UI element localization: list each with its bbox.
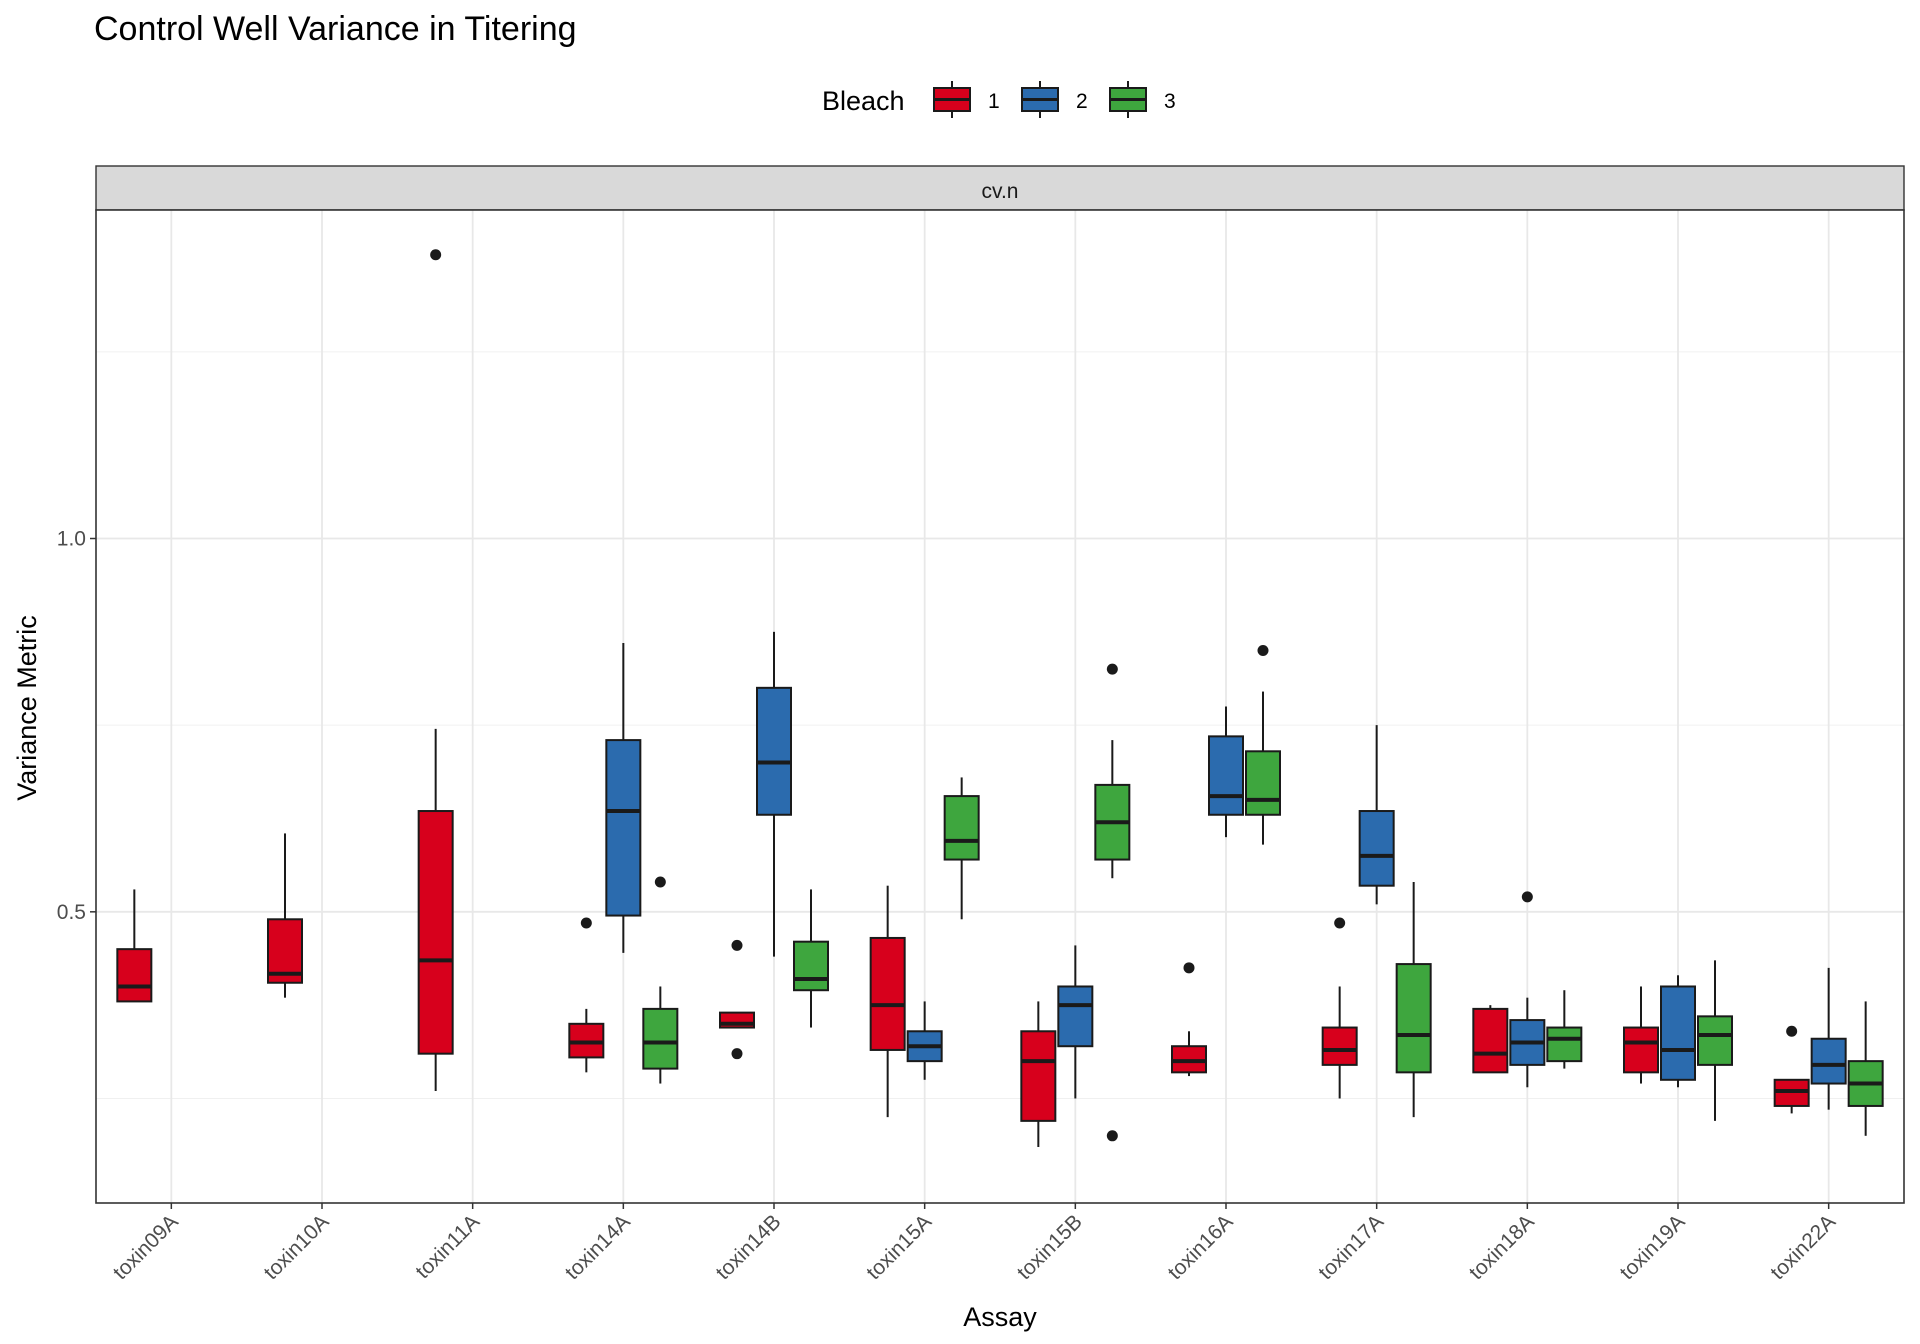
box-body (116, 948, 153, 1003)
y-tick-label: 1.0 (57, 528, 86, 551)
legend-entry-1: 1 (933, 81, 1000, 118)
box-toxin14B-bleach-3 (793, 889, 829, 1028)
box-toxin15B-bleach-1 (1020, 1001, 1057, 1148)
plot-area: cv.n 0.5 1.0 toxin09A toxin10A toxin11A toxin1… (57, 165, 1905, 1284)
box-toxin17A-bleach-2 (1358, 725, 1395, 905)
outlier-point (580, 917, 592, 929)
box-body (1321, 1026, 1358, 1066)
legend-label: 2 (1076, 90, 1088, 113)
box-toxin14B-bleach-2 (756, 631, 792, 957)
box-toxin15B-bleach-2 (1057, 945, 1094, 1099)
outlier-point (1106, 1130, 1118, 1142)
outlier-point (654, 876, 666, 888)
box-toxin14A-bleach-1 (568, 917, 605, 1073)
box-toxin17A-bleach-1 (1321, 917, 1358, 1099)
box-toxin15A-bleach-3 (943, 777, 980, 920)
box-body (1810, 1037, 1847, 1085)
box-toxin14A-bleach-3 (642, 876, 679, 1084)
x-axis-title: Assay (963, 1302, 1037, 1332)
outlier-point (1334, 917, 1346, 929)
outlier-point (1786, 1025, 1798, 1037)
box-toxin18A-bleach-3 (1546, 990, 1583, 1069)
box-toxin14B-bleach-1 (719, 939, 755, 1060)
box-toxin15B-bleach-3 (1094, 663, 1131, 1142)
box-toxin22A-bleach-1 (1773, 1025, 1810, 1114)
box-body (1623, 1026, 1659, 1074)
x-tick-label: toxin15A (862, 1210, 936, 1284)
outlier-point (731, 1048, 743, 1060)
box-toxin11A-bleach-1 (417, 249, 454, 1092)
box-toxin16A-bleach-3 (1245, 645, 1281, 845)
x-tick-label: toxin09A (109, 1210, 183, 1284)
box-toxin14A-bleach-2 (605, 643, 642, 953)
x-tick-label: toxin17A (1314, 1210, 1388, 1284)
box-toxin10A-bleach-1 (267, 833, 303, 998)
box-toxin19A-bleach-2 (1660, 975, 1696, 1088)
box-toxin17A-bleach-3 (1395, 881, 1432, 1118)
panel-background (96, 210, 1904, 1203)
box-toxin16A-bleach-2 (1208, 706, 1244, 838)
box-toxin19A-bleach-3 (1697, 960, 1733, 1121)
x-tick-label: toxin14B (711, 1210, 785, 1284)
x-tick-label: toxin14A (561, 1210, 635, 1284)
box-body (943, 795, 980, 861)
box-toxin18A-bleach-1 (1472, 1005, 1509, 1074)
legend-label: 1 (988, 90, 1000, 113)
box-body (1546, 1026, 1583, 1063)
box-toxin18A-bleach-2 (1509, 891, 1546, 1088)
outlier-point (1521, 891, 1533, 903)
outlier-point (731, 939, 743, 951)
outlier-point (1183, 962, 1195, 974)
chart-title: Control Well Variance in Titering (94, 10, 577, 48)
x-tick-label: toxin18A (1465, 1210, 1539, 1284)
legend-label: 3 (1164, 90, 1176, 113)
box-body (793, 940, 829, 992)
box-body (1358, 810, 1395, 887)
y-tick-label: 0.5 (57, 901, 86, 924)
outlier-point (1106, 663, 1118, 675)
legend-title: Bleach (822, 86, 905, 116)
box-body (756, 686, 792, 816)
box-body (1020, 1030, 1057, 1122)
box-body (1208, 735, 1244, 816)
panel-border (95, 209, 1905, 1204)
facet-strip-label: cv.n (982, 180, 1019, 203)
y-axis-title: Variance Metric (12, 615, 42, 801)
box-toxin09A-bleach-1 (116, 889, 153, 1003)
box-body (1697, 1015, 1733, 1066)
x-tick-label: toxin16A (1163, 1210, 1237, 1284)
box-body (1472, 1007, 1509, 1074)
x-tick-label: toxin19A (1615, 1210, 1689, 1284)
box-toxin15A-bleach-2 (906, 1001, 943, 1080)
outlier-point (430, 249, 442, 261)
facet-strip (95, 165, 1905, 211)
legend-entry-3: 3 (1109, 81, 1176, 118)
box-toxin22A-bleach-3 (1847, 1001, 1884, 1136)
x-tick-label: toxin22A (1766, 1210, 1840, 1284)
box-body (1660, 985, 1696, 1081)
box-body (417, 810, 454, 1055)
box-body (642, 1007, 679, 1070)
box-body (869, 936, 906, 1051)
legend: Bleach 1 2 3 (822, 81, 1176, 118)
box-toxin19A-bleach-1 (1623, 986, 1659, 1084)
box-toxin22A-bleach-2 (1810, 967, 1847, 1110)
x-tick-label: toxin15B (1013, 1210, 1087, 1284)
x-tick-label: toxin11A (411, 1210, 484, 1283)
x-tick-label: toxin10A (259, 1210, 333, 1284)
box-body (1057, 985, 1094, 1048)
box-body (1245, 750, 1281, 816)
outlier-point (1257, 645, 1269, 657)
box-body (605, 739, 642, 917)
box-toxin16A-bleach-1 (1171, 962, 1207, 1077)
box-body (1395, 963, 1432, 1074)
box-toxin15A-bleach-1 (869, 885, 906, 1118)
legend-entry-2: 2 (1021, 81, 1088, 118)
axes: Assay Variance Metric (12, 615, 1037, 1332)
